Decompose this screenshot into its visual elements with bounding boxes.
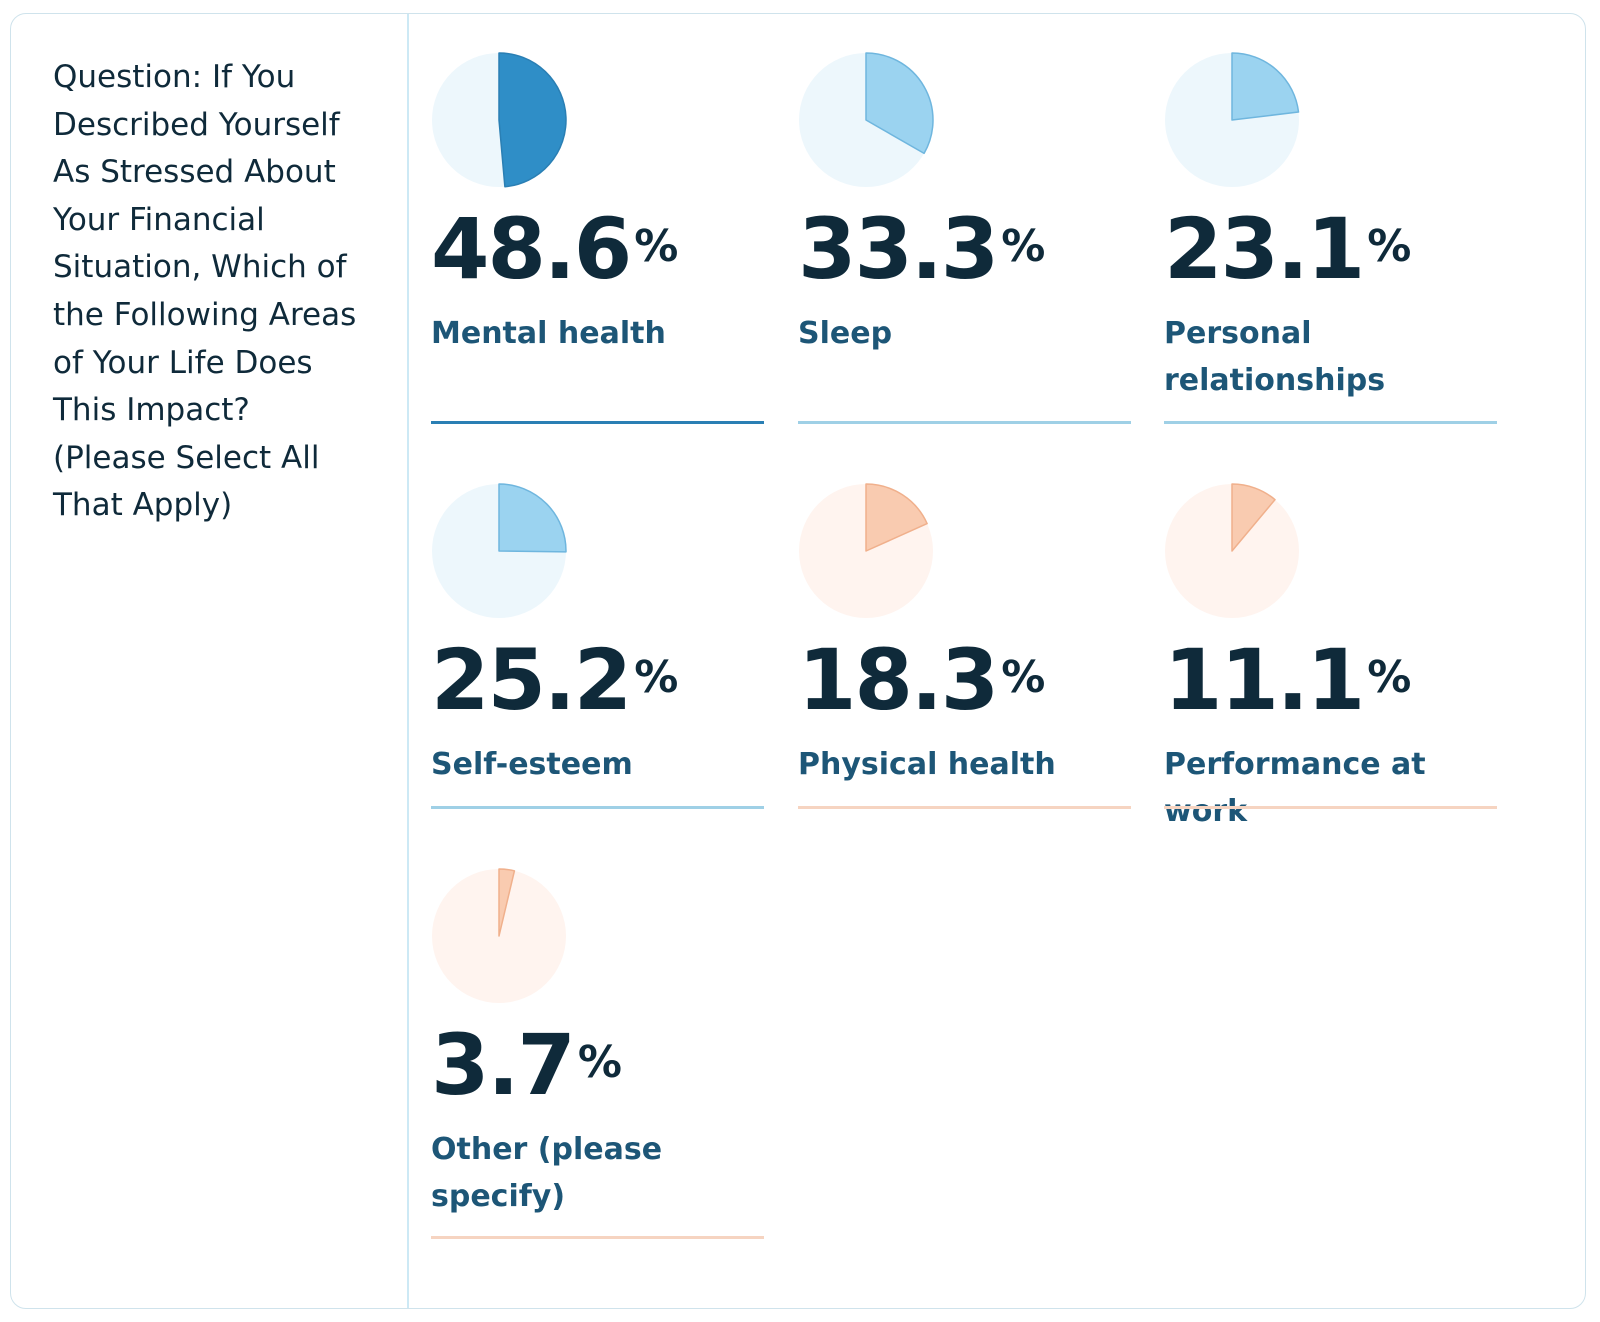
pie-chart — [1165, 483, 1299, 618]
question-text: Question: If You Described Yourself As S… — [53, 59, 357, 524]
category-label: Performance at work — [1164, 747, 1426, 829]
pie-slice — [1231, 52, 1300, 121]
percent-value: 25.2% — [431, 638, 678, 722]
pie-chart — [1165, 52, 1300, 187]
percent-symbol: % — [577, 1037, 622, 1088]
category-label: Mental health — [431, 316, 666, 351]
percent-value: 33.3% — [798, 207, 1045, 291]
tile-underline — [1164, 806, 1497, 809]
pie-slice — [498, 52, 567, 188]
tile-underline — [798, 421, 1131, 424]
percent-number: 48.6 — [431, 200, 632, 298]
percent-value: 18.3% — [798, 638, 1045, 722]
percent-value: 3.7% — [431, 1023, 622, 1107]
pie-chart — [432, 483, 567, 618]
percent-value: 48.6% — [431, 207, 678, 291]
percent-value: 23.1% — [1164, 207, 1411, 291]
tile-underline — [431, 806, 764, 809]
percent-symbol: % — [1367, 652, 1412, 703]
chart-card: Question: If You Described Yourself As S… — [10, 13, 1586, 1309]
category-label: Other (please specify) — [431, 1132, 663, 1214]
percent-symbol: % — [634, 652, 679, 703]
pie-chart — [432, 52, 567, 188]
category-label: Physical health — [798, 747, 1056, 782]
pie-slice — [865, 483, 928, 552]
pie-slice — [1231, 483, 1276, 552]
category-label: Self-esteem — [431, 747, 633, 782]
percent-number: 23.1 — [1164, 200, 1365, 298]
category-label: Sleep — [798, 316, 893, 351]
tile-underline — [431, 1236, 764, 1239]
tile-underline — [798, 806, 1131, 809]
pie-slice — [498, 483, 567, 553]
percent-number: 33.3 — [798, 200, 999, 298]
category-label: Personal relationships — [1164, 316, 1386, 398]
percent-number: 11.1 — [1164, 631, 1365, 729]
percent-symbol: % — [634, 221, 679, 272]
pie-chart — [799, 483, 933, 618]
tile-underline — [1164, 421, 1497, 424]
tile-underline — [431, 421, 764, 424]
pie-slice — [865, 52, 934, 155]
pie-chart — [799, 52, 934, 187]
percent-symbol: % — [1367, 221, 1412, 272]
percent-number: 3.7 — [431, 1016, 576, 1114]
percent-symbol: % — [1001, 221, 1046, 272]
percent-symbol: % — [1001, 652, 1046, 703]
percent-number: 25.2 — [431, 631, 632, 729]
percent-value: 11.1% — [1164, 638, 1411, 722]
percent-number: 18.3 — [798, 631, 999, 729]
pie-slice — [498, 868, 516, 937]
pie-chart — [432, 868, 566, 1003]
column-divider — [407, 14, 409, 1308]
